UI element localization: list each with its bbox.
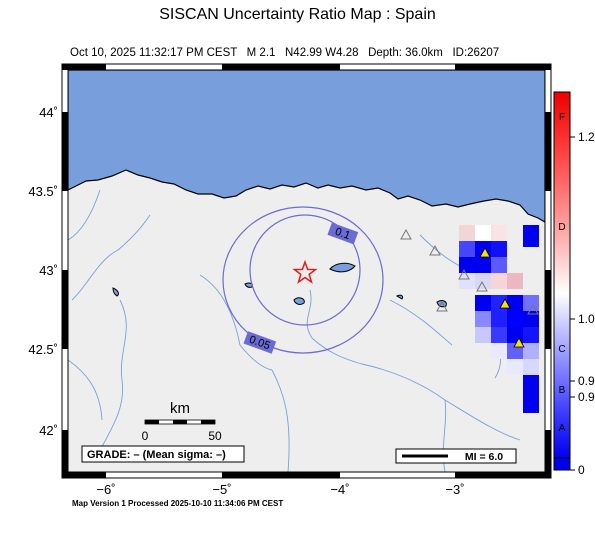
event-summary: Oct 10, 2025 11:32:17 PM CEST M 2.1 N42.…	[70, 47, 500, 59]
epicenter-star-icon	[292, 259, 318, 284]
sea-area	[68, 70, 545, 223]
processing-footer: Map Version 1 Processed 2025-10-10 11:34…	[72, 499, 284, 508]
reservoirs	[112, 262, 447, 308]
lon-label: −6˚	[96, 482, 115, 497]
uncertainty-cells	[459, 225, 539, 413]
lon-label: −3˚	[445, 482, 464, 497]
svg-text:50: 50	[208, 429, 222, 443]
colorbar-value: 0.9	[578, 374, 595, 388]
contour-label-0.1: 0.1	[327, 222, 359, 245]
latitude-labels: 44˚ 43.5˚ 43˚ 42.5˚ 42˚	[28, 105, 58, 438]
svg-text:MI = 6.0: MI = 6.0	[465, 451, 503, 463]
lat-label: 44˚	[39, 105, 58, 120]
scale-bar: km 0 50	[142, 400, 222, 443]
colorbar-value: 0.9	[578, 390, 595, 404]
grade-label: A	[559, 423, 566, 434]
colorbar-value: 1.0	[578, 312, 595, 326]
stations	[400, 228, 539, 348]
mi-legend: MI = 6.0	[395, 448, 517, 464]
lat-label: 42˚	[39, 423, 58, 438]
svg-text:GRADE: – (Mean sigma: –): GRADE: – (Mean sigma: –)	[87, 449, 226, 461]
grade-label: B	[559, 385, 566, 396]
svg-text:km: km	[170, 400, 190, 417]
colorbar: F D C B A 1.2 1.0 0.9 0.9 0	[553, 91, 595, 477]
lat-label: 42.5˚	[28, 342, 58, 357]
colorbar-value: 0	[578, 463, 585, 477]
map-title: SISCAN Uncertainty Ratio Map : Spain	[159, 6, 436, 23]
colorbar-value: 1.2	[578, 130, 595, 144]
grade-label: F	[559, 112, 565, 123]
lon-label: −4˚	[330, 482, 349, 497]
lon-label: −5˚	[212, 482, 231, 497]
grade-label: C	[558, 344, 565, 355]
grade-box: GRADE: – (Mean sigma: –)	[81, 445, 245, 463]
lat-label: 43.5˚	[28, 184, 58, 199]
map-frame	[61, 63, 552, 479]
lat-label: 43˚	[39, 263, 58, 278]
svg-text:0: 0	[142, 429, 149, 443]
grade-label: D	[558, 222, 565, 233]
uncertainty-contours	[222, 206, 384, 354]
longitude-labels: −6˚ −5˚ −4˚ −3˚	[96, 482, 464, 497]
svg-text:0.1: 0.1	[333, 226, 351, 243]
